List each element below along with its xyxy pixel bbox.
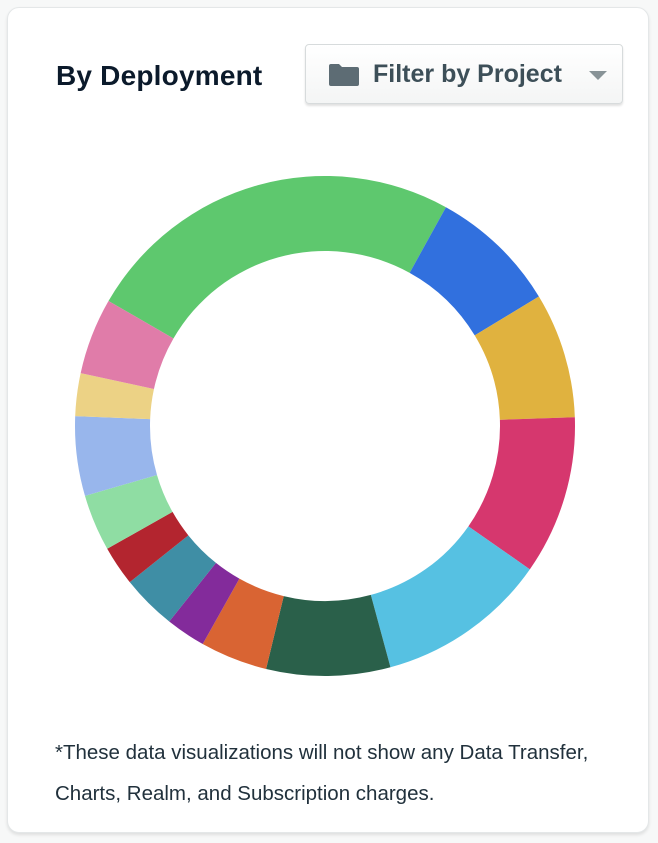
donut-slice-11[interactable] <box>84 474 173 549</box>
card-title: By Deployment <box>56 60 263 91</box>
donut-slice-12[interactable] <box>75 416 157 496</box>
filter-label: Filter by Project <box>373 60 562 88</box>
donut-slice-1[interactable] <box>108 176 446 339</box>
donut-slice-14[interactable] <box>80 301 174 389</box>
donut-slice-7[interactable] <box>202 578 284 669</box>
footnote: *These data visualizations will not show… <box>55 741 589 805</box>
donut-slice-2[interactable] <box>409 207 539 336</box>
caret-down-icon <box>589 71 607 80</box>
donut-slice-9[interactable] <box>129 535 216 622</box>
donut-slice-5[interactable] <box>370 526 530 668</box>
donut-slice-3[interactable] <box>474 296 575 420</box>
donut-slice-10[interactable] <box>107 511 189 583</box>
donut-slice-6[interactable] <box>266 594 391 676</box>
donut-slice-4[interactable] <box>468 417 575 570</box>
deployment-card: By Deployment Filter by Project *These d… <box>7 7 649 833</box>
deployment-donut-chart <box>75 176 575 676</box>
donut-slice-13[interactable] <box>75 373 154 420</box>
donut-slice-8[interactable] <box>169 562 240 645</box>
filter-by-project-button[interactable]: Filter by Project <box>305 44 623 104</box>
folder-icon <box>329 64 359 86</box>
